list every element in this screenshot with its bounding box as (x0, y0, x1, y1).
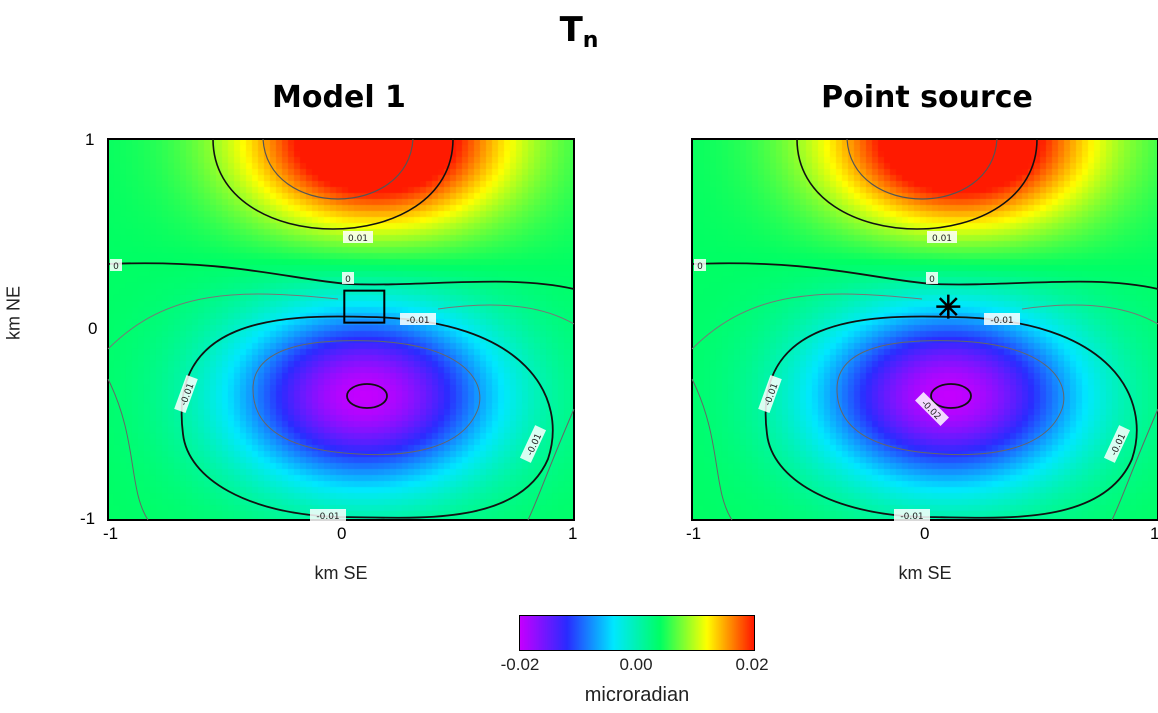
figure-title: Tn (0, 10, 1158, 53)
plot-frame (108, 139, 574, 520)
contour-label: -0.01 (400, 313, 436, 326)
point-source-marker (936, 295, 960, 319)
heatmap-point-source: 0.01 0 0 -0.01 -0.01 -0.01 -0.01 -0.02 (692, 139, 1158, 520)
panel-title-model1: Model 1 (106, 80, 572, 115)
svg-text:-0.01: -0.01 (316, 512, 339, 522)
svg-text:-0.01: -0.01 (900, 512, 923, 522)
svg-text:-0.02: -0.02 (919, 399, 943, 423)
contour-minimum (931, 384, 971, 408)
svg-text:0.01: 0.01 (348, 234, 368, 244)
contour-positive-inner (847, 139, 997, 199)
contour-positive-outer (213, 139, 453, 229)
svg-text:-0.01: -0.01 (763, 382, 780, 407)
contour-minor (692, 379, 732, 520)
panel-title-point-source: Point source (694, 80, 1158, 115)
x-tick: 0 (920, 524, 929, 544)
contour-label: -0.01 (520, 425, 547, 463)
contour-label: -0.01 (1104, 425, 1131, 463)
contour-zero (108, 263, 574, 289)
contour-positive-inner (263, 139, 413, 199)
contour-label: -0.01 (310, 509, 346, 522)
contour-minimum (347, 384, 387, 408)
contour-label: 0 (110, 259, 122, 272)
contour-label: 0 (926, 272, 938, 285)
contour-minor (692, 294, 922, 349)
contour-zero (692, 263, 1158, 289)
colorbar-label: microradian (519, 684, 755, 707)
colorbar-gradient (520, 616, 754, 650)
contour-negative-inner (837, 341, 1064, 455)
svg-text:-0.01: -0.01 (990, 316, 1013, 326)
contour-label: -0.01 (984, 313, 1020, 326)
contour-label: 0.01 (927, 231, 957, 244)
svg-text:0: 0 (113, 262, 119, 272)
x-axis-label: km SE (692, 563, 1158, 584)
contour-layer: 0.01 0 0 -0.01 -0.01 -0.01 -0.01 (108, 139, 574, 520)
contour-minor (1112, 409, 1158, 520)
contour-negative-main (766, 316, 1137, 517)
y-tick: -1 (80, 509, 95, 529)
colorbar-tick: -0.02 (501, 655, 540, 675)
colorbar-tick: 0.00 (619, 655, 652, 675)
contour-label: -0.01 (758, 375, 783, 413)
contour-negative-main (182, 316, 553, 517)
heatmap-model1: 0.01 0 0 -0.01 -0.01 -0.01 -0.01 (108, 139, 574, 520)
contour-minor (1022, 305, 1158, 324)
y-tick: 0 (88, 319, 97, 339)
contour-minor (528, 409, 574, 520)
contour-label: 0 (342, 272, 354, 285)
x-tick: 1 (568, 524, 577, 544)
y-axis-label: km NE (4, 320, 25, 340)
plot-frame (692, 139, 1158, 520)
svg-text:0.01: 0.01 (932, 234, 952, 244)
x-tick: -1 (686, 524, 701, 544)
contour-layer: 0.01 0 0 -0.01 -0.01 -0.01 -0.01 -0.02 (692, 139, 1158, 520)
x-axis-label: km SE (108, 563, 574, 584)
svg-text:0: 0 (929, 275, 935, 285)
contour-label: -0.01 (174, 375, 199, 413)
svg-text:-0.01: -0.01 (406, 316, 429, 326)
contour-negative-inner (253, 341, 480, 455)
y-tick: 1 (85, 130, 94, 150)
contour-minor (108, 294, 338, 349)
colorbar-tick: 0.02 (735, 655, 768, 675)
svg-text:0: 0 (697, 262, 703, 272)
x-tick: -1 (103, 524, 118, 544)
x-tick: 1 (1150, 524, 1158, 544)
contour-minor (438, 305, 574, 324)
contour-label: 0 (694, 259, 706, 272)
contour-minor (108, 379, 148, 520)
contour-label: 0.01 (343, 231, 373, 244)
svg-text:-0.01: -0.01 (179, 382, 196, 407)
x-tick: 0 (337, 524, 346, 544)
colorbar (519, 615, 755, 651)
contour-positive-outer (797, 139, 1037, 229)
svg-text:0: 0 (345, 275, 351, 285)
contour-label: -0.01 (894, 509, 930, 522)
